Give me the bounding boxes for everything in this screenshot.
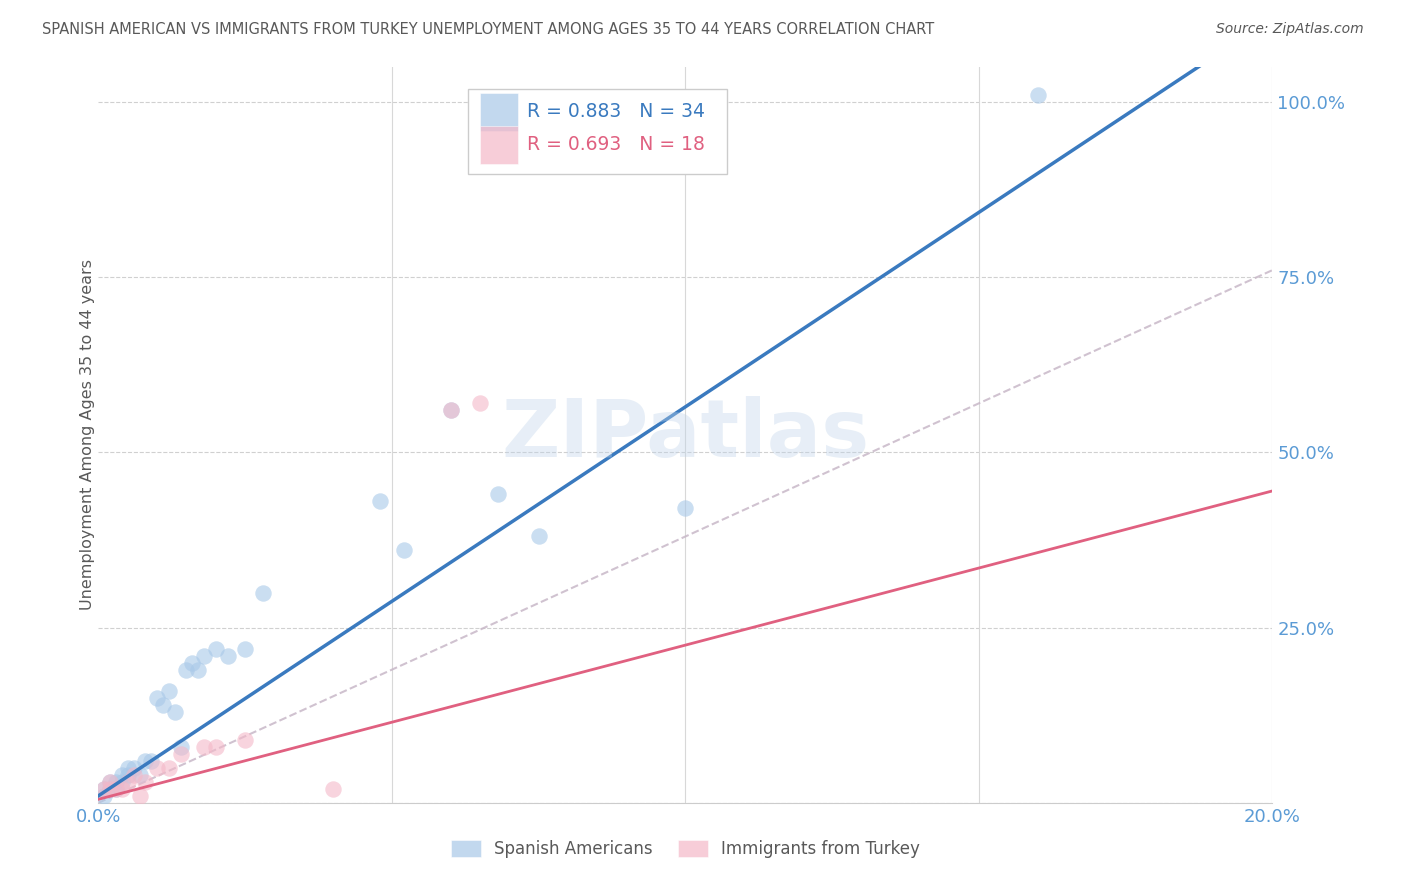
Text: SPANISH AMERICAN VS IMMIGRANTS FROM TURKEY UNEMPLOYMENT AMONG AGES 35 TO 44 YEAR: SPANISH AMERICAN VS IMMIGRANTS FROM TURK… bbox=[42, 22, 935, 37]
Point bbox=[169, 747, 191, 761]
Point bbox=[233, 732, 256, 747]
Point bbox=[98, 781, 121, 796]
Point bbox=[486, 487, 509, 501]
Point bbox=[146, 690, 169, 705]
Point bbox=[187, 663, 209, 677]
Point bbox=[468, 396, 491, 410]
Point bbox=[439, 403, 461, 417]
Point bbox=[128, 768, 150, 782]
Point bbox=[111, 781, 134, 796]
Point bbox=[128, 789, 150, 803]
Text: Source: ZipAtlas.com: Source: ZipAtlas.com bbox=[1216, 22, 1364, 37]
Point bbox=[169, 739, 191, 754]
Point bbox=[193, 739, 215, 754]
Point bbox=[176, 663, 198, 677]
Point bbox=[1026, 87, 1049, 102]
Text: R = 0.883   N = 34: R = 0.883 N = 34 bbox=[527, 102, 704, 120]
Point bbox=[146, 761, 169, 775]
Point bbox=[122, 768, 145, 782]
Point bbox=[181, 656, 204, 670]
Point bbox=[193, 648, 215, 663]
Point bbox=[134, 754, 156, 768]
Point bbox=[93, 781, 115, 796]
Point bbox=[134, 774, 156, 789]
Point bbox=[98, 781, 121, 796]
Point bbox=[205, 739, 228, 754]
Point bbox=[93, 781, 115, 796]
Point bbox=[675, 501, 697, 516]
Point bbox=[111, 768, 134, 782]
Point bbox=[122, 761, 145, 775]
Point bbox=[157, 683, 180, 698]
Point bbox=[527, 529, 550, 543]
Point bbox=[233, 641, 256, 656]
Point bbox=[152, 698, 174, 712]
Point bbox=[205, 641, 228, 656]
Point bbox=[252, 585, 274, 599]
Point bbox=[105, 774, 128, 789]
Point bbox=[322, 781, 344, 796]
Point bbox=[392, 543, 415, 558]
Point bbox=[163, 705, 186, 719]
Point bbox=[98, 774, 121, 789]
Legend: Spanish Americans, Immigrants from Turkey: Spanish Americans, Immigrants from Turke… bbox=[444, 833, 927, 864]
Text: ZIPatlas: ZIPatlas bbox=[502, 396, 869, 474]
Point bbox=[157, 761, 180, 775]
Point bbox=[439, 403, 461, 417]
Point bbox=[117, 774, 139, 789]
FancyBboxPatch shape bbox=[479, 126, 517, 164]
Point bbox=[117, 761, 139, 775]
Point bbox=[93, 789, 115, 803]
Text: R = 0.693   N = 18: R = 0.693 N = 18 bbox=[527, 135, 704, 153]
Point bbox=[117, 768, 139, 782]
Point bbox=[217, 648, 239, 663]
Point bbox=[141, 754, 163, 768]
Point bbox=[105, 781, 128, 796]
Point bbox=[111, 774, 134, 789]
FancyBboxPatch shape bbox=[468, 89, 727, 174]
Point bbox=[368, 494, 391, 508]
FancyBboxPatch shape bbox=[479, 93, 517, 131]
Y-axis label: Unemployment Among Ages 35 to 44 years: Unemployment Among Ages 35 to 44 years bbox=[80, 260, 94, 610]
Point bbox=[105, 781, 128, 796]
Point bbox=[98, 774, 121, 789]
